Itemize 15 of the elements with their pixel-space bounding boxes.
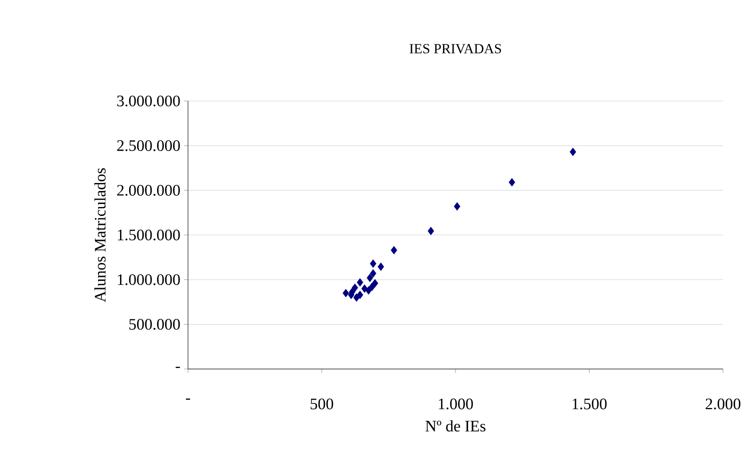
x-axis-title: Nº de IEs <box>425 420 486 432</box>
x-tick-label: 500 <box>310 398 334 410</box>
y-tick-label: - <box>176 366 180 368</box>
x-tick-label: - <box>186 398 190 400</box>
y-tick-label: 2.000.000 <box>117 184 180 196</box>
x-tick-label: 2.000 <box>706 398 740 410</box>
x-tick-label: 1.500 <box>572 398 607 410</box>
y-axis-title: Alunos Matriculados <box>94 168 106 302</box>
x-tick-label: 1.000 <box>438 398 473 410</box>
y-tick-label: 3.000.000 <box>117 96 180 106</box>
y-tick-label: 1.000.000 <box>118 274 180 286</box>
y-tick-label: 2.500.000 <box>117 140 180 152</box>
chart-title: IES PRIVADAS <box>410 44 501 54</box>
y-tick-label: 1.500.000 <box>118 230 180 240</box>
y-tick-label: 500.000 <box>129 318 180 330</box>
